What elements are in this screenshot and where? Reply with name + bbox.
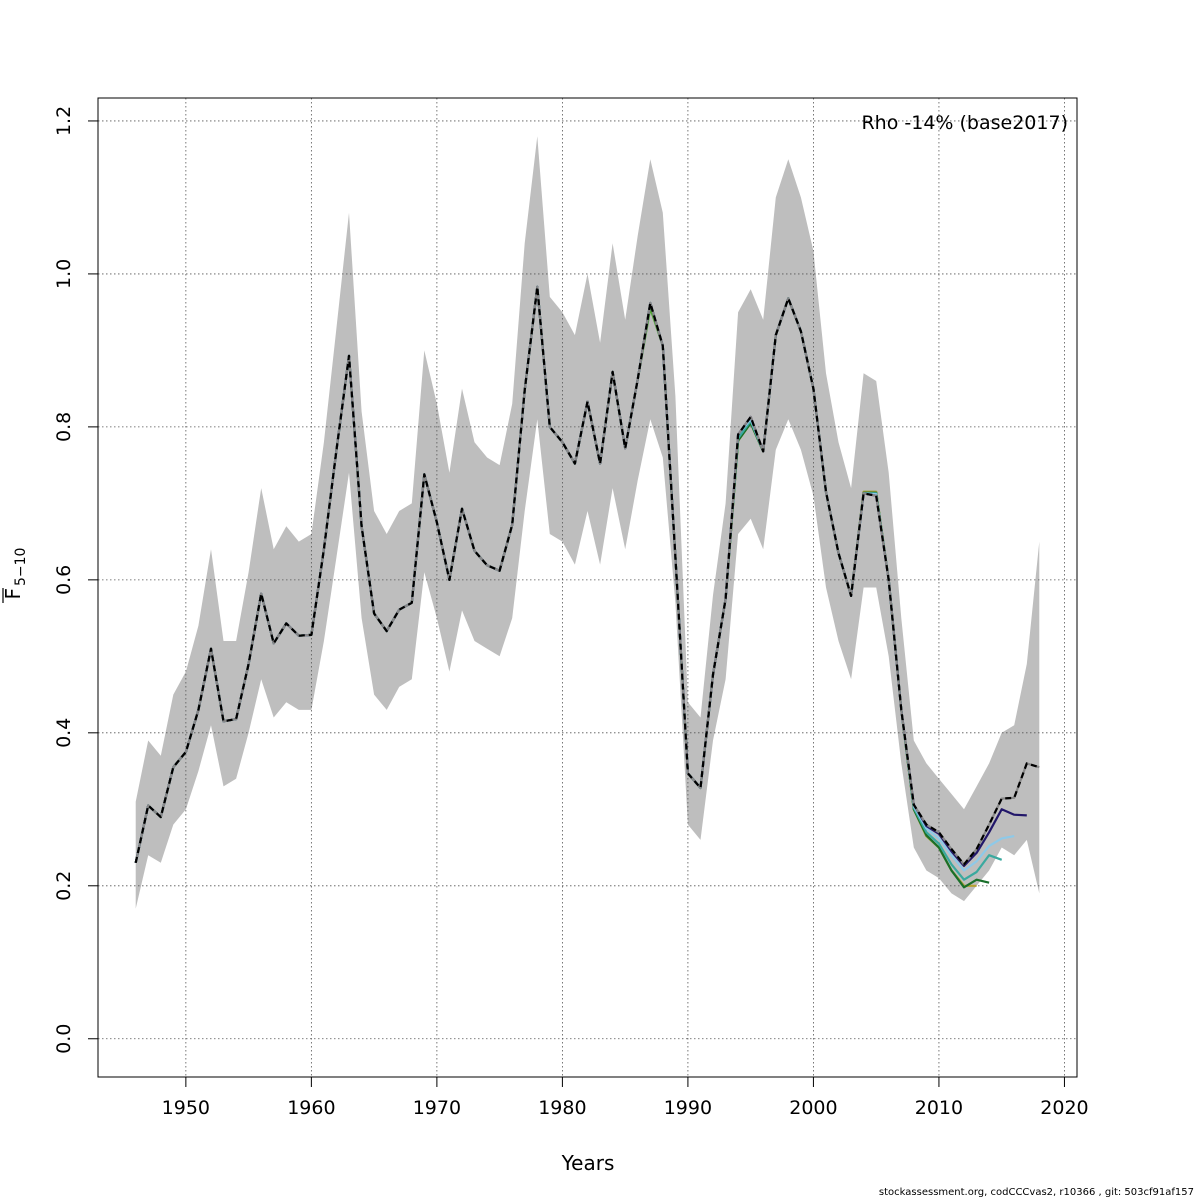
y-tick-label: 1.0 [53, 259, 75, 289]
y-axis-label-main: F [1, 588, 25, 600]
y-tick-label: 0.2 [53, 871, 75, 901]
x-tick-label: 1970 [413, 1097, 461, 1119]
x-tick-label: 2020 [1040, 1097, 1088, 1119]
grid-layer [98, 98, 1077, 1077]
x-tick-label: 2000 [789, 1097, 837, 1119]
x-axis: 1950 1960 1970 1980 1990 2000 2010 2020 [162, 1077, 1089, 1119]
x-tick-label: 1960 [287, 1097, 335, 1119]
x-axis-label: Years [561, 1151, 615, 1175]
y-tick-label: 0.4 [53, 718, 75, 748]
y-axis-label: F 5−10 [1, 548, 29, 603]
x-tick-label: 1990 [664, 1097, 712, 1119]
series-layer [134, 285, 1040, 889]
y-tick-label: 0.8 [53, 412, 75, 442]
confidence-band [135, 136, 1040, 909]
x-tick-label: 1950 [162, 1097, 210, 1119]
plot-frame [97, 97, 1078, 1078]
series-line-0 [134, 285, 1040, 866]
confidence-band-layer [135, 136, 1040, 909]
x-tick-label: 1980 [538, 1097, 586, 1119]
rho-annotation: Rho -14% (base2017) [861, 112, 1068, 134]
footer-credit: stockassessment.org, codCCCvas2, r10366 … [878, 1187, 1194, 1198]
y-axis-label-subscript: 5−10 [13, 548, 29, 586]
y-tick-label: 0.6 [53, 565, 75, 595]
x-tick-label: 2010 [915, 1097, 963, 1119]
y-axis: 0.0 0.2 0.4 0.6 0.8 1.0 1.2 [53, 106, 98, 1054]
y-tick-label: 1.2 [53, 106, 75, 136]
y-tick-label: 0.0 [53, 1024, 75, 1054]
